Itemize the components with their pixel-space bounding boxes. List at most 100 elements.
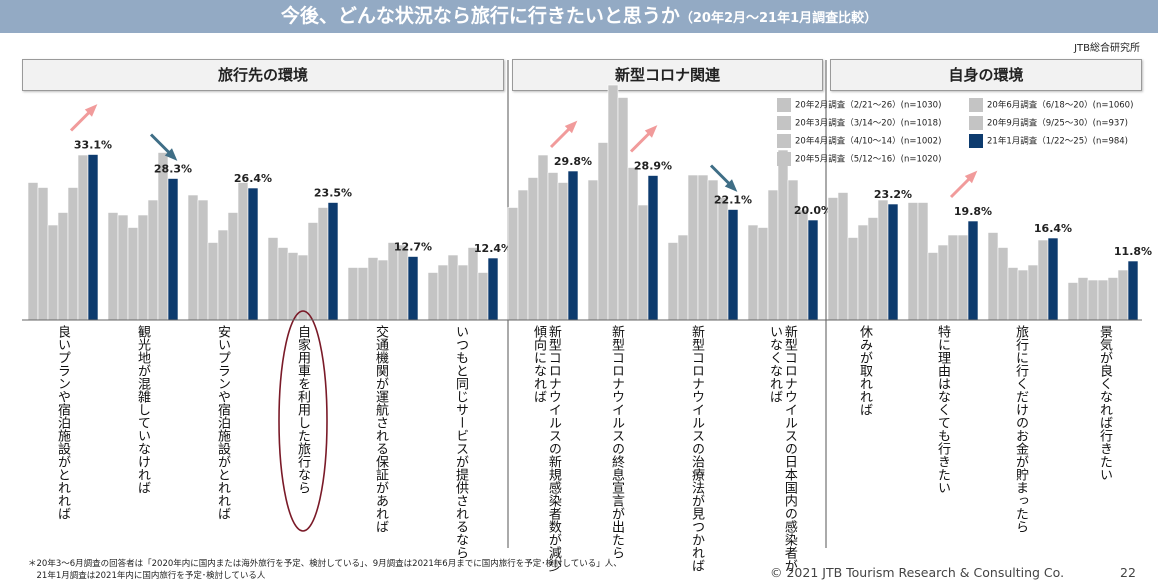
bar — [287, 252, 299, 321]
legend-swatch — [777, 152, 791, 166]
bar — [27, 182, 39, 321]
highlight-circle — [278, 310, 328, 532]
legend-swatch — [777, 98, 791, 112]
arrow-down-icon — [709, 164, 733, 187]
bar — [1037, 239, 1049, 321]
bar — [187, 194, 199, 321]
bar — [437, 264, 449, 321]
bar — [37, 187, 49, 321]
arrow-head-icon — [724, 179, 738, 192]
bar — [227, 212, 239, 321]
bar-latest — [567, 170, 579, 321]
arrow-down-icon — [149, 133, 173, 156]
bar — [267, 237, 279, 321]
bar — [307, 222, 319, 321]
bar — [317, 207, 329, 321]
bar — [957, 234, 969, 321]
bar — [947, 234, 959, 321]
bar — [827, 197, 839, 321]
category-label: 交通機関が運航される保証があれば — [372, 325, 388, 533]
legend-item: 20年4月調査（4/10～14）(n=1002) — [777, 134, 941, 148]
footnote-line: ＊20年3～6月調査の回答者は「2020年内に国内または海外旅行を予定、検討して… — [28, 559, 622, 569]
section-header-covid: 新型コロナ関連 — [512, 59, 823, 91]
category-label: 特に理由はなくても行きたい — [934, 325, 950, 494]
data-label: 12.4% — [474, 242, 512, 255]
bar — [927, 252, 939, 321]
bar — [907, 202, 919, 321]
page-title: 今後、どんな状況なら旅行に行きたいと思うか — [280, 5, 680, 27]
bar — [847, 237, 859, 321]
bar — [527, 177, 539, 321]
legend-swatch — [777, 116, 791, 130]
legend-item: 20年9月調査（9/25～30）(n=937) — [969, 116, 1128, 130]
data-label: 29.8% — [554, 155, 592, 168]
bar — [557, 182, 569, 321]
bar — [427, 272, 439, 321]
bar — [747, 224, 759, 321]
bar — [67, 187, 79, 321]
legend-item: 21年1月調査（1/22～25）(n=984) — [969, 134, 1128, 148]
bar — [617, 97, 629, 321]
bar — [457, 264, 469, 321]
bar — [77, 154, 89, 321]
data-label: 20.0% — [794, 204, 832, 217]
legend-item: 20年3月調査（3/14～20）(n=1018) — [777, 116, 941, 130]
legend-swatch — [969, 134, 983, 148]
bar — [357, 267, 369, 321]
category-label: 旅行に行くだけのお金が貯まったら — [1012, 325, 1028, 533]
bar — [467, 247, 479, 321]
data-label: 23.5% — [314, 187, 352, 200]
bar — [1117, 269, 1129, 321]
bar — [447, 254, 459, 321]
section-header-destination: 旅行先の環境 — [22, 59, 504, 91]
bar-latest — [647, 175, 659, 321]
legend-label: 20年9月調査（9/25～30）(n=937) — [987, 118, 1128, 129]
bar — [1007, 267, 1019, 321]
bar — [1017, 269, 1029, 321]
bar-latest — [87, 154, 99, 321]
data-label: 28.3% — [154, 163, 192, 176]
bar — [857, 224, 869, 321]
category-label: 観光地が混雑していなければ — [134, 325, 150, 494]
legend-label: 21年1月調査（1/22～25）(n=984) — [987, 136, 1128, 147]
arrow-up-icon — [949, 175, 973, 199]
category-label: 新型コロナウイルスの日本国内の感染者がいなくなれば — [766, 325, 797, 572]
bar — [477, 272, 489, 321]
bar — [1067, 282, 1079, 321]
bar — [237, 182, 249, 321]
category-label: 新型コロナウイルスの終息宣言が出たら — [608, 325, 624, 559]
bar — [347, 267, 359, 321]
legend-label: 20年5月調査（5/12～16）(n=1020) — [795, 154, 942, 165]
bar — [1027, 264, 1039, 321]
legend-item: 20年2月調査（2/21～26）(n=1030) — [777, 98, 941, 112]
bar — [147, 199, 159, 321]
bar-latest — [167, 178, 179, 321]
bar — [867, 217, 879, 321]
footnote-line: 21年1月調査は2021年内に国内旅行を予定･検討している人 — [28, 571, 266, 581]
bar — [107, 212, 119, 321]
bar — [877, 199, 889, 321]
bar — [1107, 277, 1119, 321]
data-label: 11.8% — [1114, 245, 1152, 258]
arrow-up-icon — [629, 130, 653, 153]
bar — [607, 84, 619, 321]
category-label: 安いプランや宿泊施設がとれれば — [214, 325, 230, 520]
bar — [587, 179, 599, 321]
arrow-up-icon — [549, 125, 573, 149]
bar — [507, 207, 519, 321]
bar — [757, 227, 769, 321]
category-label: 自家用車を利用した旅行なら — [294, 325, 310, 494]
bar — [667, 242, 679, 321]
legend: 20年2月調査（2/21～26）(n=1030) 20年3月調査（3/14～20… — [772, 96, 1152, 176]
bar-latest — [887, 203, 899, 321]
title-bar: 今後、どんな状況なら旅行に行きたいと思うか（20年2月～21年1月調査比較） — [0, 0, 1158, 33]
bar-latest — [807, 219, 819, 321]
arrow-head-icon — [644, 125, 658, 138]
bar — [117, 214, 129, 321]
bar — [547, 172, 559, 321]
bar — [57, 212, 69, 321]
arrow-head-icon — [964, 170, 978, 184]
bar — [917, 202, 929, 321]
bar-latest — [1127, 260, 1139, 321]
bar — [377, 259, 389, 321]
